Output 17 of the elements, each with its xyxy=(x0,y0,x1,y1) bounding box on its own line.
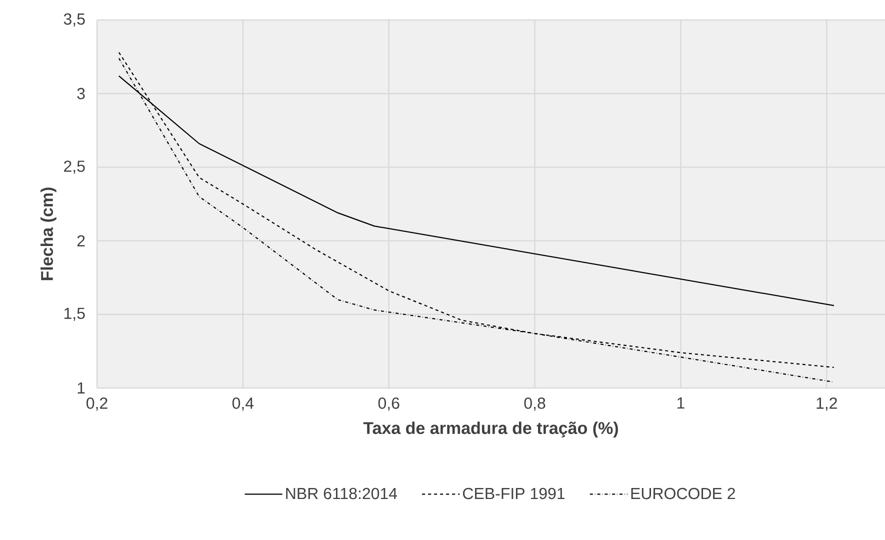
legend-label: NBR 6118:2014 xyxy=(286,488,398,500)
x-tick-label: 0,4 xyxy=(232,398,254,411)
y-axis-title: Flecha (cm) xyxy=(40,188,56,280)
y-tick-label: 3,5 xyxy=(64,13,85,27)
y-tick-label: 2 xyxy=(77,235,85,246)
y-tick-label: 2,5 xyxy=(64,160,85,174)
legend-label: EUROCODE 2 xyxy=(631,488,735,500)
x-tick-label: 0,2 xyxy=(86,398,108,411)
x-tick-label: 1 xyxy=(677,398,684,409)
x-axis-title: Taxa de armadura de tração (%) xyxy=(363,422,618,438)
y-tick-label: 3 xyxy=(77,88,85,100)
x-tick-label: 0,6 xyxy=(378,398,400,411)
y-tick-label: 1 xyxy=(78,382,85,394)
legend-label: CEB-FIP 1991 xyxy=(463,488,565,500)
x-tick-label: 1,2 xyxy=(816,398,837,411)
y-tick-label: 1,5 xyxy=(64,308,85,321)
x-tick-label: 0,8 xyxy=(524,398,546,411)
